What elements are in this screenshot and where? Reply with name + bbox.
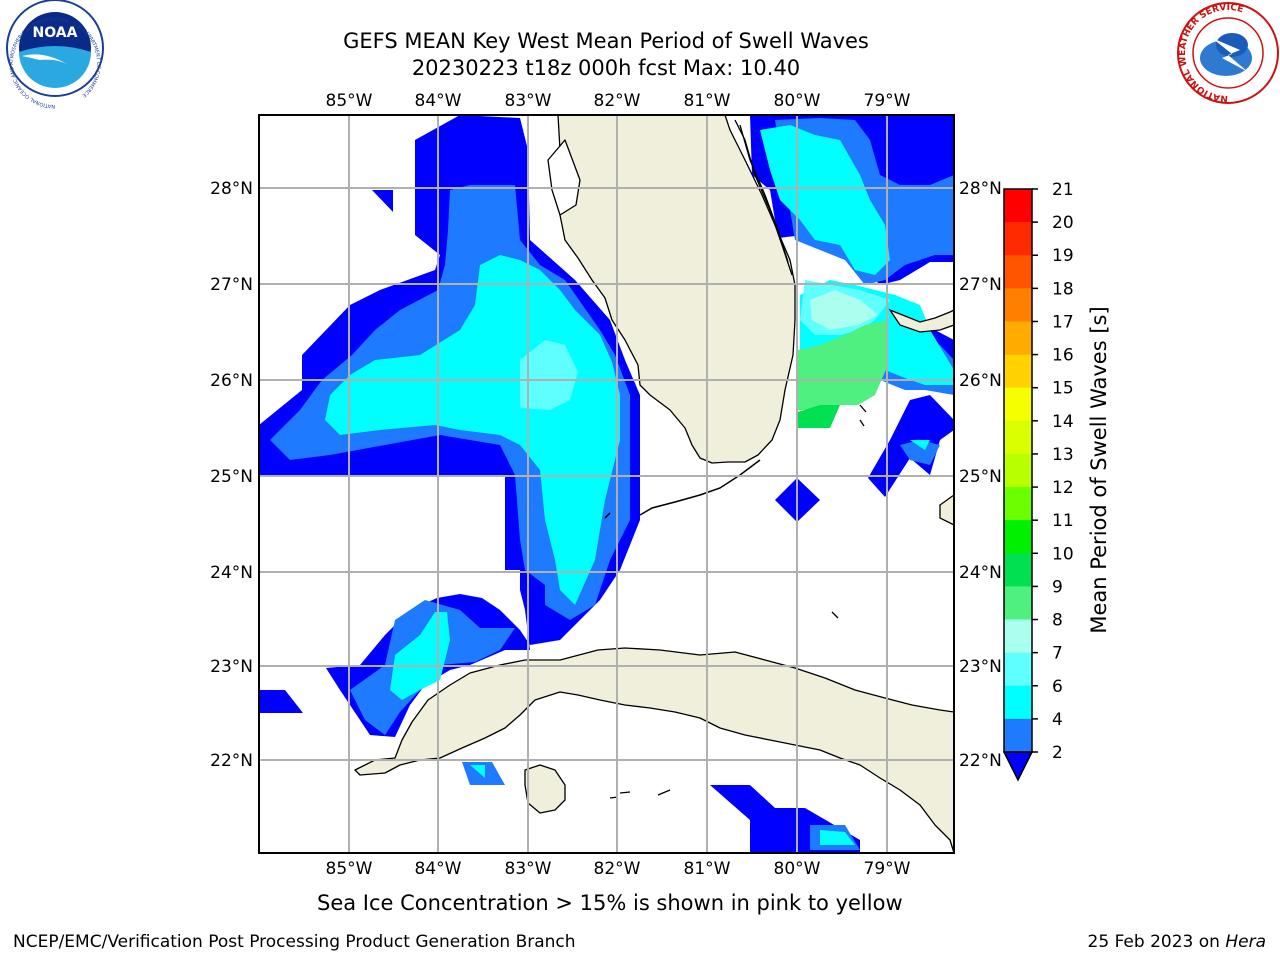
lat-label: 22°N — [959, 751, 1002, 771]
lon-labels-top: 85°W 84°W 83°W 82°W 81°W 80°W 79°W — [326, 91, 911, 111]
lon-label: 82°W — [594, 91, 641, 111]
colorbar-band — [1004, 288, 1032, 322]
map-area — [259, 115, 954, 853]
lon-label: 79°W — [864, 91, 911, 111]
colorbar-tick-label: 20 — [1052, 213, 1074, 233]
lat-label: 24°N — [210, 563, 253, 583]
lat-label: 24°N — [959, 563, 1002, 583]
lat-label: 28°N — [210, 179, 253, 199]
land-cuba — [354, 647, 954, 853]
colorbar-tick-label: 10 — [1052, 544, 1074, 564]
lon-label: 83°W — [505, 859, 552, 879]
colorbar-tick-label: 12 — [1052, 478, 1074, 498]
noaa-logo-text: NOAA — [33, 25, 78, 41]
colorbar-frame — [1003, 188, 1033, 753]
colorbar-band — [1004, 520, 1032, 554]
colorbar-band — [1004, 321, 1032, 356]
colorbar-band — [1004, 453, 1032, 488]
land-bahamas — [831, 308, 954, 619]
lon-label: 80°W — [774, 91, 821, 111]
lat-label: 26°N — [210, 371, 253, 391]
map-title-line1: GEFS MEAN Key West Mean Period of Swell … — [343, 29, 869, 53]
colorbar-band — [1004, 387, 1032, 422]
colorbar-label: Mean Period of Swell Waves [s] — [1087, 306, 1111, 633]
lon-label: 85°W — [326, 91, 373, 111]
lon-label: 85°W — [326, 859, 373, 879]
lat-label: 23°N — [210, 657, 253, 677]
lat-label: 25°N — [959, 467, 1002, 487]
colorbar-band — [1004, 718, 1032, 753]
lon-label: 80°W — [774, 859, 821, 879]
lat-label: 27°N — [959, 275, 1002, 295]
lon-label: 84°W — [415, 91, 462, 111]
lat-labels-right: 28°N 27°N 26°N 25°N 24°N 23°N 22°N — [959, 179, 1002, 771]
colorbar-band — [1004, 189, 1032, 223]
footer-branch: NCEP/EMC/Verification Post Processing Pr… — [13, 932, 576, 952]
colorbar-tick-label: 7 — [1052, 644, 1063, 664]
colorbar-band — [1004, 685, 1032, 720]
lat-label: 27°N — [210, 275, 253, 295]
colorbar-tick-label: 4 — [1052, 710, 1063, 730]
colorbar-band — [1004, 222, 1032, 256]
colorbar-tick-label: 8 — [1052, 611, 1063, 631]
sea-ice-caption: Sea Ice Concentration > 15% is shown in … — [317, 891, 903, 915]
colorbar-band — [1004, 487, 1032, 521]
colorbar-band — [1004, 553, 1032, 587]
lon-label: 84°W — [415, 859, 462, 879]
colorbar-tick-label: 17 — [1052, 312, 1074, 332]
lat-label: 22°N — [210, 751, 253, 771]
colorbar: 21 20 19 18 17 16 15 14 13 12 11 10 9 8 7 6 4 2 — [1002, 180, 1074, 782]
lon-label: 81°W — [684, 91, 731, 111]
lat-label: 25°N — [210, 467, 253, 487]
colorbar-band — [1004, 586, 1032, 621]
colorbar-tick-label: 2 — [1052, 743, 1063, 763]
colorbar-band — [1004, 420, 1032, 455]
footer-date-text: 25 Feb 2023 on — [1087, 932, 1226, 952]
colorbar-tick-label: 9 — [1052, 577, 1063, 597]
lon-label: 82°W — [594, 859, 641, 879]
colorbar-band — [1004, 354, 1032, 389]
swell-contour-10-11s — [798, 405, 840, 428]
colorbar-tick-label: 11 — [1052, 511, 1074, 531]
colorbar-tick-label: 21 — [1052, 180, 1074, 200]
footer-date: 25 Feb 2023 on Hera — [1088, 932, 1266, 952]
colorbar-tick-label: 18 — [1052, 279, 1074, 299]
lon-label: 79°W — [864, 859, 911, 879]
colorbar-tick-label: 13 — [1052, 445, 1074, 465]
colorbar-tick-label: 14 — [1052, 412, 1074, 432]
lon-label: 81°W — [684, 859, 731, 879]
colorbar-band — [1004, 652, 1032, 687]
lat-labels-left: 28°N 27°N 26°N 25°N 24°N 23°N 22°N — [210, 179, 253, 771]
colorbar-tick-label: 15 — [1052, 379, 1074, 399]
lat-label: 28°N — [959, 179, 1002, 199]
nws-logo: NATIONAL WEATHER SERVICE — [1177, 2, 1279, 104]
colorbar-band — [1004, 619, 1032, 654]
colorbar-tick-label: 16 — [1052, 346, 1074, 366]
noaa-logo: NOAA NATIONAL OCEANIC AND ATMOSPHERIC AD… — [6, 0, 104, 109]
map-frame — [258, 114, 955, 854]
footer-host: Hera — [1225, 932, 1266, 952]
map-title-line2: 20230223 t18z 000h fcst Max: 10.40 — [411, 56, 801, 80]
colorbar-tick-label: 6 — [1052, 677, 1063, 697]
graticule — [259, 115, 954, 853]
colorbar-tick-label: 19 — [1052, 246, 1074, 266]
lat-label: 23°N — [959, 657, 1002, 677]
colorbar-extend-triangle — [1002, 751, 1034, 782]
swell-contour-8-9s — [810, 290, 878, 330]
colorbar-band — [1004, 255, 1032, 289]
swell-contour-9-10s — [798, 320, 888, 410]
lat-label: 26°N — [959, 371, 1002, 391]
lon-label: 83°W — [505, 91, 552, 111]
lon-labels-bottom: 85°W 84°W 83°W 82°W 81°W 80°W 79°W — [326, 859, 911, 879]
